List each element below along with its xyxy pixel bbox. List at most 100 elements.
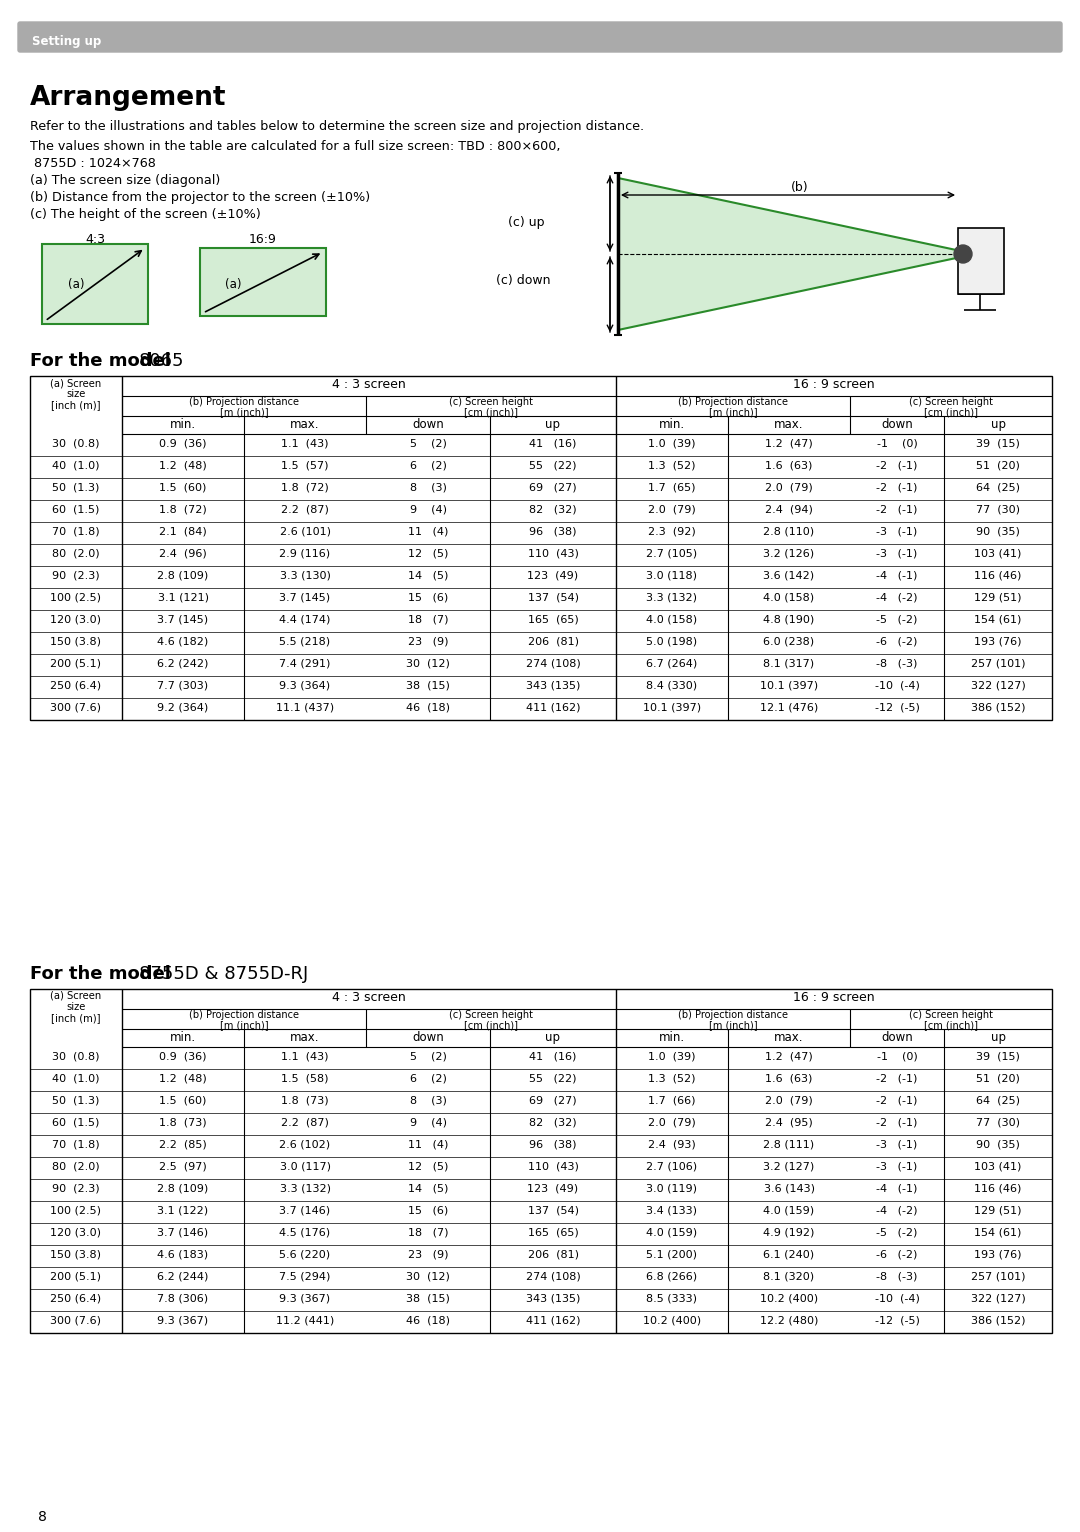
Text: 6    (2): 6 (2) bbox=[409, 1074, 446, 1085]
Text: 1.6  (63): 1.6 (63) bbox=[766, 1074, 812, 1085]
Text: (a): (a) bbox=[68, 277, 84, 291]
Text: 2.6 (102): 2.6 (102) bbox=[280, 1140, 330, 1151]
Text: 343 (135): 343 (135) bbox=[526, 1295, 580, 1304]
Text: 4.5 (176): 4.5 (176) bbox=[280, 1229, 330, 1238]
Text: -3   (-1): -3 (-1) bbox=[876, 548, 918, 559]
Text: down: down bbox=[413, 1031, 444, 1043]
Text: 64  (25): 64 (25) bbox=[976, 1095, 1020, 1106]
Text: 8    (3): 8 (3) bbox=[409, 1095, 446, 1106]
Text: 77  (30): 77 (30) bbox=[976, 1118, 1020, 1128]
Text: 3.0 (117): 3.0 (117) bbox=[280, 1161, 330, 1172]
Text: 193 (76): 193 (76) bbox=[974, 637, 1022, 647]
Text: 1.5  (60): 1.5 (60) bbox=[160, 1095, 206, 1106]
Text: 5.1 (200): 5.1 (200) bbox=[647, 1250, 698, 1259]
Text: 10.1 (397): 10.1 (397) bbox=[643, 703, 701, 712]
Text: 4.0 (159): 4.0 (159) bbox=[764, 1206, 814, 1216]
Text: 5.5 (218): 5.5 (218) bbox=[280, 637, 330, 647]
Text: [m (inch)]: [m (inch)] bbox=[219, 1020, 268, 1030]
Text: 9    (4): 9 (4) bbox=[409, 1118, 446, 1128]
Text: 6    (2): 6 (2) bbox=[409, 461, 446, 470]
Text: min.: min. bbox=[659, 1031, 685, 1043]
Text: 8: 8 bbox=[38, 1511, 46, 1524]
Text: 2.4  (95): 2.4 (95) bbox=[765, 1118, 813, 1128]
Text: 41   (16): 41 (16) bbox=[529, 438, 577, 449]
Text: 5.0 (198): 5.0 (198) bbox=[647, 637, 698, 647]
Text: 2.6 (101): 2.6 (101) bbox=[280, 527, 330, 536]
Text: 40  (1.0): 40 (1.0) bbox=[52, 461, 99, 470]
Text: -6   (-2): -6 (-2) bbox=[876, 637, 918, 647]
Text: The values shown in the table are calculated for a full size screen: TBD : 800×6: The values shown in the table are calcul… bbox=[30, 139, 561, 153]
Bar bbox=[42, 244, 148, 323]
Text: 16 : 9 screen: 16 : 9 screen bbox=[793, 378, 875, 391]
Text: down: down bbox=[413, 418, 444, 430]
Text: -8   (-3): -8 (-3) bbox=[876, 659, 918, 669]
Text: 60  (1.5): 60 (1.5) bbox=[52, 506, 99, 515]
Text: 4.0 (159): 4.0 (159) bbox=[647, 1229, 698, 1238]
Text: 2.2  (87): 2.2 (87) bbox=[281, 1118, 329, 1128]
Text: 8.4 (330): 8.4 (330) bbox=[647, 680, 698, 691]
Text: 2.4  (96): 2.4 (96) bbox=[159, 548, 207, 559]
Text: 4 : 3 screen: 4 : 3 screen bbox=[333, 378, 406, 391]
Text: 12.2 (480): 12.2 (480) bbox=[760, 1316, 819, 1325]
Text: 129 (51): 129 (51) bbox=[974, 593, 1022, 604]
Bar bbox=[30, 375, 1052, 720]
Text: 3.7 (146): 3.7 (146) bbox=[158, 1229, 208, 1238]
Text: [inch (m)]: [inch (m)] bbox=[51, 1013, 100, 1023]
Text: 11   (4): 11 (4) bbox=[408, 527, 448, 536]
Text: up: up bbox=[545, 1031, 561, 1043]
Text: 1.5  (58): 1.5 (58) bbox=[281, 1074, 328, 1085]
Text: 1.1  (43): 1.1 (43) bbox=[281, 438, 328, 449]
Text: 1.8  (73): 1.8 (73) bbox=[281, 1095, 328, 1106]
Text: 343 (135): 343 (135) bbox=[526, 680, 580, 691]
Text: 90  (35): 90 (35) bbox=[976, 1140, 1020, 1151]
Text: (c) Screen height: (c) Screen height bbox=[449, 1010, 534, 1020]
Text: [cm (inch)]: [cm (inch)] bbox=[464, 1020, 518, 1030]
Text: 11   (4): 11 (4) bbox=[408, 1140, 448, 1151]
Text: 8.5 (333): 8.5 (333) bbox=[647, 1295, 698, 1304]
Text: min.: min. bbox=[170, 1031, 197, 1043]
Text: 206  (81): 206 (81) bbox=[527, 1250, 579, 1259]
Text: 14   (5): 14 (5) bbox=[408, 571, 448, 581]
Text: 18   (7): 18 (7) bbox=[408, 614, 448, 625]
Text: 55   (22): 55 (22) bbox=[529, 1074, 577, 1085]
Text: 3.6 (143): 3.6 (143) bbox=[764, 1184, 814, 1193]
Text: 110  (43): 110 (43) bbox=[527, 1161, 579, 1172]
Text: 3.3 (132): 3.3 (132) bbox=[280, 1184, 330, 1193]
Text: 250 (6.4): 250 (6.4) bbox=[51, 1295, 102, 1304]
Text: 12   (5): 12 (5) bbox=[408, 548, 448, 559]
Text: 7.7 (303): 7.7 (303) bbox=[158, 680, 208, 691]
Text: -5   (-2): -5 (-2) bbox=[876, 614, 918, 625]
Text: (c) Screen height: (c) Screen height bbox=[909, 1010, 993, 1020]
Text: -8   (-3): -8 (-3) bbox=[876, 1272, 918, 1282]
Text: 11.2 (441): 11.2 (441) bbox=[275, 1316, 334, 1325]
Text: 411 (162): 411 (162) bbox=[526, 1316, 580, 1325]
Text: 100 (2.5): 100 (2.5) bbox=[51, 593, 102, 604]
Text: 6.0 (238): 6.0 (238) bbox=[764, 637, 814, 647]
Text: 2.0  (79): 2.0 (79) bbox=[765, 1095, 813, 1106]
Text: -4   (-2): -4 (-2) bbox=[876, 1206, 918, 1216]
Text: 4.0 (158): 4.0 (158) bbox=[647, 614, 698, 625]
Text: 30  (0.8): 30 (0.8) bbox=[52, 1052, 99, 1062]
Text: 9.2 (364): 9.2 (364) bbox=[158, 703, 208, 712]
Text: Refer to the illustrations and tables below to determine the screen size and pro: Refer to the illustrations and tables be… bbox=[30, 119, 644, 133]
Text: 8755D : 1024×768: 8755D : 1024×768 bbox=[30, 156, 156, 170]
Text: -4   (-1): -4 (-1) bbox=[876, 1184, 918, 1193]
Text: 2.7 (106): 2.7 (106) bbox=[647, 1161, 698, 1172]
Text: -6   (-2): -6 (-2) bbox=[876, 1250, 918, 1259]
Text: (c) Screen height: (c) Screen height bbox=[449, 397, 534, 408]
Text: [inch (m)]: [inch (m)] bbox=[51, 400, 100, 411]
Text: 15   (6): 15 (6) bbox=[408, 593, 448, 604]
Text: 257 (101): 257 (101) bbox=[971, 1272, 1025, 1282]
Bar bbox=[958, 228, 1004, 294]
Text: -4   (-1): -4 (-1) bbox=[876, 571, 918, 581]
Text: 129 (51): 129 (51) bbox=[974, 1206, 1022, 1216]
Text: (c) The height of the screen (±10%): (c) The height of the screen (±10%) bbox=[30, 208, 260, 221]
Text: -2   (-1): -2 (-1) bbox=[876, 1095, 918, 1106]
Text: 137  (54): 137 (54) bbox=[527, 593, 579, 604]
Text: 55   (22): 55 (22) bbox=[529, 461, 577, 470]
Text: 80  (2.0): 80 (2.0) bbox=[52, 548, 99, 559]
Text: 1.3  (52): 1.3 (52) bbox=[648, 1074, 696, 1085]
Text: 10.2 (400): 10.2 (400) bbox=[760, 1295, 818, 1304]
Text: 77  (30): 77 (30) bbox=[976, 506, 1020, 515]
Text: 103 (41): 103 (41) bbox=[974, 1161, 1022, 1172]
